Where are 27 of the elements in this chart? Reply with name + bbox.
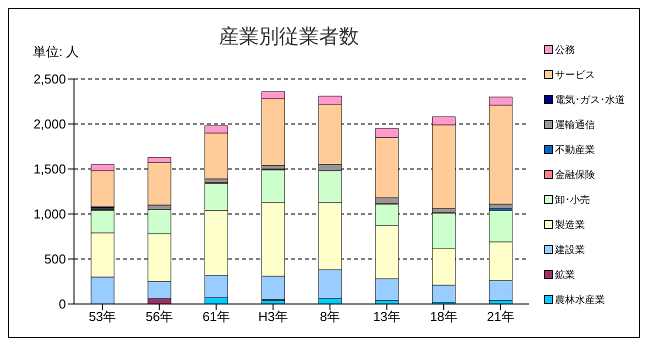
chart-title: 産業別従業者数 <box>219 26 359 48</box>
y-tick-label: 0 <box>58 296 66 312</box>
x-tick-label: 18年 <box>430 309 458 324</box>
legend-label: サービス <box>555 68 595 82</box>
legend-label: 電気･ガス･水道 <box>555 94 625 106</box>
y-tick-label: 1,000 <box>33 206 66 222</box>
x-tick-label: 13年 <box>373 309 401 324</box>
x-tick-label: 8年 <box>320 309 340 324</box>
legend-label: 鉱業 <box>555 268 575 282</box>
legend-label: 不動産業 <box>555 144 595 156</box>
legend-label: 金融保険 <box>555 168 595 182</box>
x-tick-label: 53年 <box>88 309 116 324</box>
legend-label: 卸･小売 <box>555 194 590 206</box>
x-tick-label: H3年 <box>258 309 288 324</box>
legend-label: 公務 <box>555 44 575 56</box>
legend-label: 運輸通信 <box>555 118 595 132</box>
legend-label: 製造業 <box>555 218 585 232</box>
legend-label: 建設業 <box>555 244 585 256</box>
x-tick-label: 56年 <box>146 309 174 324</box>
y-tick-label: 2,500 <box>33 72 66 87</box>
x-tick-label: 21年 <box>486 309 514 324</box>
legend-label: 農林水産業 <box>555 294 605 306</box>
y-tick-label: 2,000 <box>33 116 66 132</box>
x-tick-label: 61年 <box>202 309 230 324</box>
y-tick-label: 1,500 <box>33 162 66 177</box>
y-axis-title: 単位: 人 <box>33 43 80 61</box>
y-tick-label: 500 <box>44 252 66 267</box>
